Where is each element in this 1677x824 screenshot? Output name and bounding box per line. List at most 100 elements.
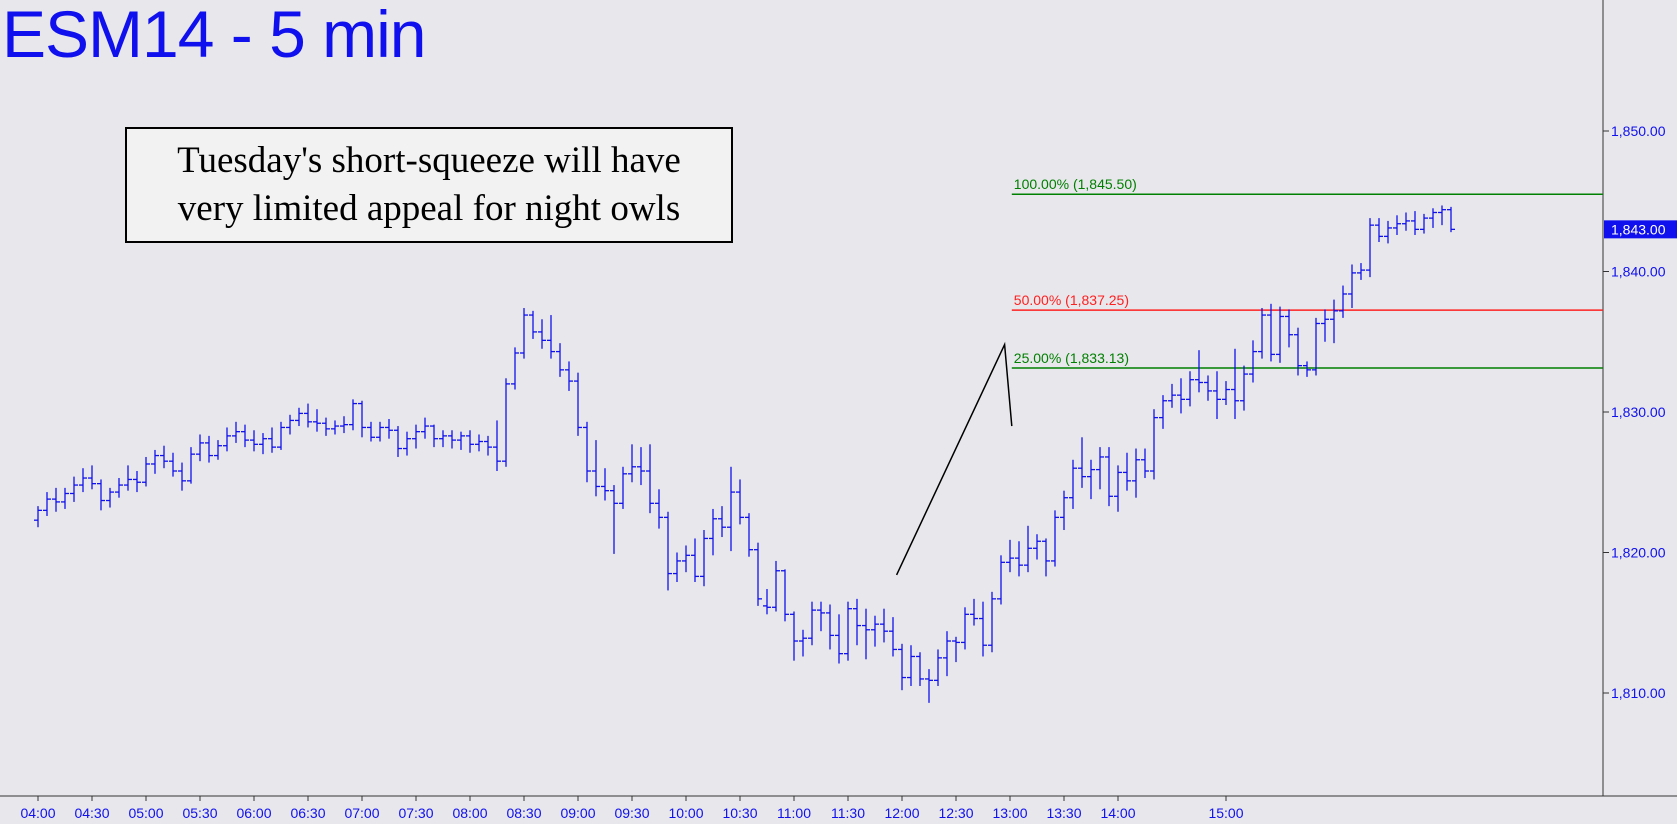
ohlc-bar [763, 589, 771, 615]
ohlc-bar [772, 560, 780, 612]
ohlc-bar [1402, 212, 1410, 231]
ohlc-bar [178, 462, 186, 491]
ohlc-bar [367, 421, 375, 442]
ohlc-bar [799, 629, 807, 657]
ohlc-bar [232, 421, 240, 443]
ohlc-bar [1429, 208, 1437, 228]
ohlc-bars [34, 205, 1455, 703]
ohlc-bar [637, 447, 645, 486]
abc-pattern-line [895, 341, 1013, 576]
ohlc-bar [70, 476, 78, 502]
ohlc-bar [430, 424, 438, 448]
ohlc-bar [214, 440, 222, 460]
ohlc-bar [61, 487, 69, 509]
ohlc-bar [385, 419, 393, 439]
ohlc-bar [1132, 448, 1140, 498]
ohlc-bar [691, 538, 699, 583]
ohlc-bar [736, 479, 744, 525]
x-tick-label: 07:30 [398, 805, 433, 821]
chart-title: ESM14 - 5 min [2, 0, 426, 71]
ohlc-bar [907, 645, 915, 686]
ohlc-bar [1141, 448, 1149, 479]
ohlc-bar [817, 601, 825, 632]
y-tick-label: 1,850.00 [1611, 123, 1666, 139]
ohlc-bar [142, 456, 150, 487]
ohlc-bar [79, 468, 87, 493]
ohlc-bar [943, 631, 951, 677]
ohlc-bar [844, 601, 852, 661]
x-tick-label: 04:30 [74, 805, 109, 821]
ohlc-bar [520, 308, 528, 359]
ohlc-bar [205, 435, 213, 463]
ohlc-bar [1195, 350, 1203, 393]
annotation-line-2: very limited appeal for night owls [177, 188, 681, 229]
ohlc-bar [268, 427, 276, 453]
x-tick-label: 08:00 [452, 805, 487, 821]
x-tick-label: 11:30 [831, 805, 865, 821]
ohlc-bar [664, 511, 672, 591]
ohlc-bar [934, 649, 942, 686]
x-tick-label: 07:00 [344, 805, 379, 821]
x-tick-label: 12:30 [938, 805, 973, 821]
x-tick-label: 13:00 [992, 805, 1027, 821]
fib-level-label: 100.00% (1,845.50) [1014, 176, 1137, 192]
ohlc-bar [682, 545, 690, 573]
ohlc-bar [610, 485, 618, 554]
x-tick-label: 15:00 [1208, 805, 1243, 821]
y-axis-ticks: 1,810.00 1,820.00 1,830.00 1,840.00 1,850.00 [1603, 123, 1666, 701]
ohlc-bar [781, 569, 789, 622]
ohlc-bar [1285, 309, 1293, 348]
x-tick-label: 13:30 [1046, 805, 1081, 821]
ohlc-bar [1447, 206, 1455, 233]
ohlc-bar [1294, 327, 1302, 376]
x-tick-label: 05:00 [128, 805, 163, 821]
ohlc-bar [592, 440, 600, 497]
ohlc-bar [52, 487, 60, 512]
x-axis-ticks: 04:00 04:30 05:00 05:30 06:00 06:30 07:00 07:30… [20, 796, 1244, 821]
ohlc-bar [583, 421, 591, 483]
ohlc-bar [259, 433, 267, 455]
ohlc-bar [952, 636, 960, 663]
ohlc-bar [88, 465, 96, 490]
ohlc-bar [754, 542, 762, 606]
ohlc-bar [1258, 308, 1266, 359]
ohlc-bar [511, 347, 519, 390]
ohlc-bar [133, 471, 141, 493]
y-tick-label: 1,830.00 [1611, 404, 1666, 420]
ohlc-bar [1168, 383, 1176, 408]
ohlc-bar [655, 489, 663, 529]
ohlc-bar [574, 372, 582, 436]
ohlc-bar [115, 478, 123, 498]
ohlc-bar [313, 409, 321, 432]
ohlc-bar [1303, 361, 1311, 377]
x-tick-label: 11:00 [777, 805, 811, 821]
ohlc-bar [286, 414, 294, 435]
ohlc-bar [250, 430, 258, 452]
ohlc-bar [745, 513, 753, 557]
ohlc-bar [1051, 510, 1059, 567]
x-tick-label: 06:30 [290, 805, 325, 821]
ohlc-bar [1096, 447, 1104, 490]
ohlc-bar [1078, 437, 1086, 488]
ohlc-bar [1204, 375, 1212, 401]
ohlc-bar [871, 615, 879, 647]
ohlc-bar [124, 465, 132, 491]
ohlc-bar [322, 417, 330, 436]
ohlc-bar [1087, 459, 1095, 500]
abc-pattern [895, 341, 1013, 576]
ohlc-bar [970, 598, 978, 626]
x-tick-label: 08:30 [506, 805, 541, 821]
ohlc-bar [709, 508, 717, 556]
ohlc-bar [502, 378, 510, 467]
ohlc-bar [1438, 205, 1446, 226]
ohlc-bar [412, 424, 420, 449]
ohlc-bar [997, 555, 1005, 605]
x-tick-label: 14:00 [1100, 805, 1135, 821]
ohlc-bar [1042, 538, 1050, 577]
annotation-line-1: Tuesday's short-squeeze will have [177, 140, 681, 181]
ohlc-bar [646, 444, 654, 514]
ohlc-bar [1006, 539, 1014, 573]
ohlc-bar [1249, 340, 1257, 383]
ohlc-bar [1213, 371, 1221, 420]
